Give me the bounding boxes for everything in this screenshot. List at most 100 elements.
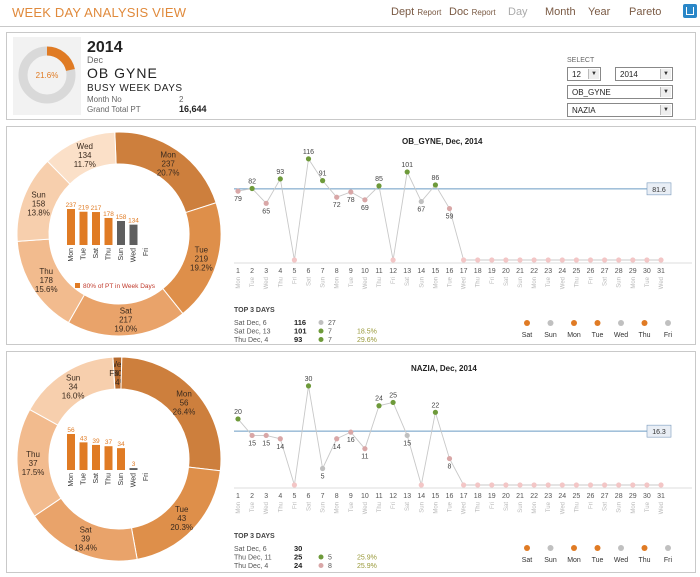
data-point bbox=[320, 178, 326, 184]
weekday-tick: Tue bbox=[645, 501, 651, 512]
top3-day: Sat Dec, 6 bbox=[234, 320, 267, 327]
day-tick: 19 bbox=[488, 268, 496, 275]
bar-value-label: 217 bbox=[91, 205, 102, 212]
day-tick: 24 bbox=[558, 268, 566, 275]
nav-doc-report[interactable]: Doc Report bbox=[449, 6, 496, 18]
top3-heading: TOP 3 DAYS bbox=[234, 307, 275, 314]
doctor-chart-canvas: Wed301.4%Mon5626.4%Tue4320.3%Sat3918.4%T… bbox=[16, 356, 692, 570]
weekday-tick: Fri bbox=[391, 502, 397, 509]
top-bar: WEEK DAY ANALYSIS VIEW Dept Report Doc R… bbox=[0, 0, 700, 27]
weekday-tick: Wed bbox=[363, 502, 369, 514]
legend-dot-thu bbox=[641, 320, 648, 326]
donut-label: 17.5% bbox=[22, 468, 45, 477]
day-tick: 14 bbox=[417, 493, 425, 500]
donut-label: 134 bbox=[78, 151, 92, 160]
doctor-select[interactable]: NAZIA ▼ bbox=[567, 103, 673, 117]
nav-pareto[interactable]: Pareto bbox=[629, 6, 662, 18]
data-point bbox=[545, 482, 551, 488]
data-point bbox=[517, 257, 523, 263]
day-tick: 16 bbox=[446, 268, 454, 275]
legend-dot-tue bbox=[594, 545, 601, 551]
weekday-tick: Wed bbox=[363, 277, 369, 289]
weekday-tick: Mon bbox=[433, 277, 439, 289]
day-tick: 9 bbox=[349, 268, 353, 275]
top3-value: 93 bbox=[294, 335, 302, 344]
weekday-tick: Mon bbox=[532, 502, 538, 514]
day-tick: 8 bbox=[335, 493, 339, 500]
data-point bbox=[644, 257, 650, 263]
donut-slice-wed bbox=[46, 131, 117, 185]
bar-category-label: Fri bbox=[143, 248, 150, 257]
legend-dot-sun bbox=[547, 545, 554, 551]
top3-dot bbox=[318, 320, 324, 325]
data-label: 15 bbox=[262, 440, 270, 447]
chevron-down-icon: ▼ bbox=[588, 69, 599, 79]
bar-value-label: 56 bbox=[67, 427, 75, 434]
data-point bbox=[475, 257, 481, 263]
data-point bbox=[432, 409, 438, 415]
grand-total-value: 16,644 bbox=[179, 104, 207, 114]
data-label: 91 bbox=[319, 171, 327, 178]
data-label: 24 bbox=[375, 396, 383, 403]
bar-value-label: 178 bbox=[103, 211, 114, 218]
weekday-tick: Fri bbox=[490, 277, 496, 284]
top3-dot bbox=[318, 563, 324, 568]
nav-label: Doc bbox=[449, 6, 469, 18]
bar-category-label: Sun bbox=[118, 248, 125, 261]
home-icon[interactable] bbox=[683, 4, 697, 18]
dept-select[interactable]: OB_GYNE ▼ bbox=[567, 85, 673, 99]
legend-label: Tue bbox=[592, 557, 604, 564]
donut-label: 16.0% bbox=[62, 391, 85, 400]
day-tick: 11 bbox=[375, 268, 382, 275]
day-tick: 17 bbox=[460, 493, 468, 500]
day-tick: 23 bbox=[544, 493, 552, 500]
bar-value-label: 158 bbox=[116, 214, 127, 221]
data-point bbox=[602, 257, 608, 263]
weekday-tick: Wed bbox=[462, 502, 468, 514]
day-tick: 25 bbox=[573, 268, 581, 275]
day-tick: 27 bbox=[601, 268, 609, 275]
data-point bbox=[235, 416, 241, 422]
legend-dot-wed bbox=[618, 545, 624, 551]
nav-dept-report[interactable]: Dept Report bbox=[391, 6, 441, 18]
nav-year[interactable]: Year bbox=[588, 6, 611, 18]
donut-label: 178 bbox=[40, 276, 54, 285]
donut-label: 1.4% bbox=[109, 378, 127, 387]
subtitle: BUSY WEEK DAYS bbox=[87, 83, 183, 94]
bar-value-label: 43 bbox=[80, 435, 88, 442]
top3-day: Thu Dec, 4 bbox=[234, 337, 268, 344]
legend-label: Mon bbox=[567, 557, 581, 564]
top3-days: TOP 3 DAYS bbox=[234, 307, 275, 314]
donut-label: 20.7% bbox=[157, 168, 180, 177]
weekday-tick: Wed bbox=[560, 502, 566, 514]
donut-label: 158 bbox=[32, 200, 46, 209]
data-point bbox=[390, 257, 396, 263]
legend-label: Sat bbox=[522, 557, 533, 564]
day-tick: 7 bbox=[321, 268, 325, 275]
nav-label: Dept bbox=[391, 6, 415, 18]
legend-label: Sat bbox=[522, 332, 533, 339]
data-point bbox=[320, 465, 326, 472]
donut-label: 26.4% bbox=[173, 408, 196, 417]
donut-label: 11.7% bbox=[74, 160, 96, 169]
day-tick: 30 bbox=[643, 493, 651, 500]
month-select[interactable]: 12 ▼ bbox=[567, 67, 601, 81]
bar-category-label: Wed bbox=[131, 248, 138, 262]
weekday-tick: Sun bbox=[518, 277, 524, 288]
data-point bbox=[249, 185, 255, 192]
day-tick: 17 bbox=[460, 268, 468, 275]
weekday-tick: Tue bbox=[448, 501, 454, 512]
gauge-chart: 21.6% bbox=[18, 46, 76, 104]
day-tick: 1 bbox=[236, 268, 240, 275]
donut-label: Sun bbox=[66, 373, 80, 382]
weekday-tick: Mon bbox=[433, 502, 439, 514]
bar-category-label: Fri bbox=[143, 473, 150, 482]
nav-month[interactable]: Month bbox=[545, 6, 576, 18]
top3-day: Thu Dec, 11 bbox=[234, 555, 272, 562]
donut-label: 15.6% bbox=[35, 285, 58, 294]
nav-day[interactable]: Day bbox=[508, 6, 528, 18]
bar-value-label: 237 bbox=[66, 202, 77, 209]
weekday-tick: Sun bbox=[419, 502, 425, 513]
data-label: 79 bbox=[234, 196, 242, 203]
year-select[interactable]: 2014 ▼ bbox=[615, 67, 673, 81]
